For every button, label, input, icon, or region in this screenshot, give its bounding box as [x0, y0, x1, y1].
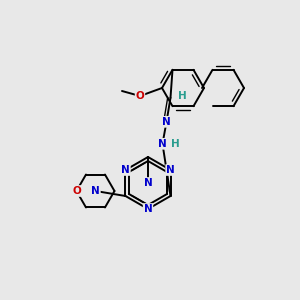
Text: H: H — [171, 139, 180, 149]
Text: H: H — [178, 91, 187, 101]
Text: N: N — [166, 165, 175, 175]
Text: N: N — [91, 186, 100, 196]
Text: O: O — [72, 186, 81, 196]
Text: O: O — [136, 91, 144, 101]
Text: N: N — [121, 165, 130, 175]
Text: N: N — [144, 204, 152, 214]
Text: N: N — [162, 117, 171, 127]
Text: N: N — [158, 139, 167, 149]
Text: N: N — [144, 178, 152, 188]
